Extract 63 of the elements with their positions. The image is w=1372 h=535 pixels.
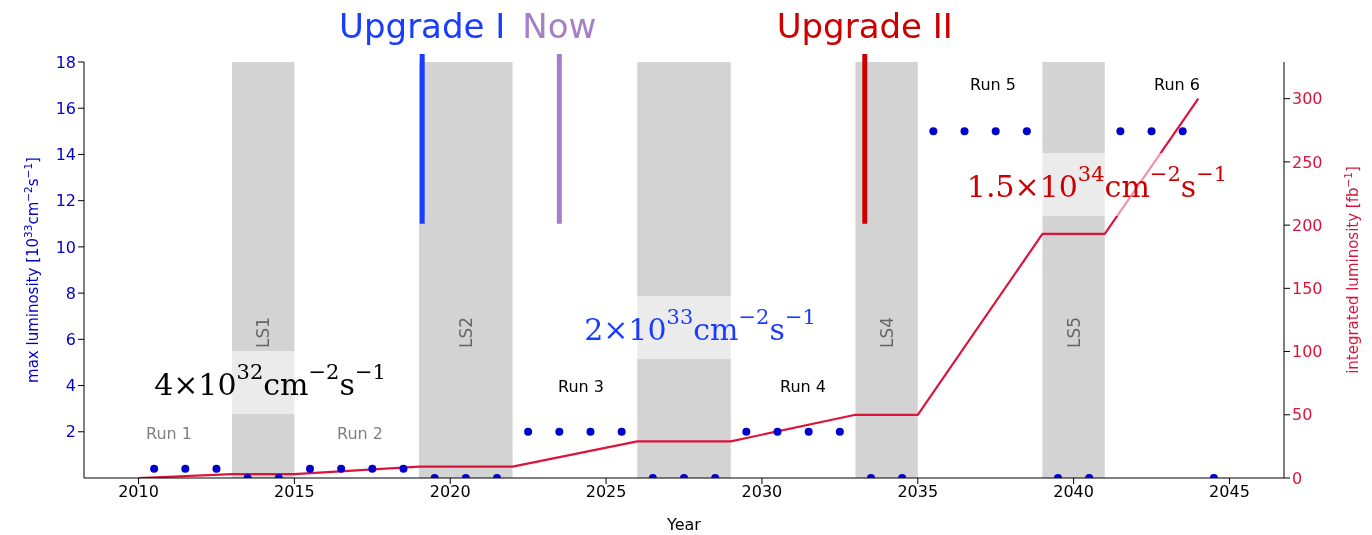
point [524,427,533,436]
x-tick-label: 2020 [429,482,471,502]
point [399,464,408,473]
y-tick-label: 12 [55,191,76,211]
point [555,427,564,436]
y2-tick-label: 300 [1292,89,1323,109]
annotation: Run 6 [1154,74,1200,94]
y-tick-label: 2 [65,422,76,442]
point [991,127,1000,136]
annotation: Run 5 [970,74,1016,94]
annotation: Run 3 [558,376,604,396]
point [960,127,969,136]
annotation: Run 4 [780,376,826,396]
band-label: LS2 [455,316,476,348]
point [586,427,595,436]
x-tick-label: 2040 [1053,482,1094,502]
x-tick-label: 2025 [585,482,627,502]
y-tick-label: 10 [55,237,76,257]
band-label: LS1 [253,316,274,348]
point [742,427,751,436]
y2-tick-label: 50 [1292,405,1313,425]
x-tick-label: 2030 [741,482,783,502]
point [1178,127,1187,136]
point [150,464,159,473]
annotation: 4×10$^{32}$cm$^{−2}$s$^{−1}$ [154,360,386,402]
y2-tick-label: 150 [1292,279,1323,299]
point [617,427,626,436]
x-axis-title: Year [666,515,702,534]
point [835,427,844,436]
y-tick-label: 4 [65,376,76,396]
point [929,127,938,136]
x-tick-label: 2015 [274,482,315,502]
x-tick-label: 2010 [118,482,159,502]
annotation: 1.5×10$^{34}$cm$^{−2}$s$^{−1}$ [966,162,1228,204]
point [1022,127,1031,136]
ref-line-label: Upgrade II [776,6,953,46]
x-tick-label: 2045 [1209,482,1250,502]
point [773,427,782,436]
point [1116,127,1125,136]
band-label: LS4 [876,316,897,348]
y2-tick-label: 0 [1292,468,1303,488]
y-tick-label: 14 [55,145,76,165]
point [337,464,346,473]
band-label: LS5 [1063,316,1084,348]
annotation: Run 1 [146,423,192,443]
y2-tick-label: 250 [1292,152,1323,172]
x-tick-label: 2035 [897,482,939,502]
y-tick-label: 18 [55,52,76,72]
point [1147,127,1156,136]
annotation: Run 2 [337,423,383,443]
point [181,464,190,473]
y2-tick-label: 200 [1292,215,1323,235]
ref-line-label: Upgrade I [339,6,506,46]
y-tick-label: 6 [65,330,76,350]
annotation: 2×10$^{33}$cm$^{−2}$s$^{−1}$ [584,305,816,347]
y2-tick-label: 100 [1292,342,1323,362]
point [368,464,377,473]
y-tick-label: 16 [55,98,76,118]
point [804,427,813,436]
y-tick-label: 8 [65,283,76,303]
point [305,464,314,473]
ref-line-label: Now [522,6,597,46]
point [212,464,221,473]
